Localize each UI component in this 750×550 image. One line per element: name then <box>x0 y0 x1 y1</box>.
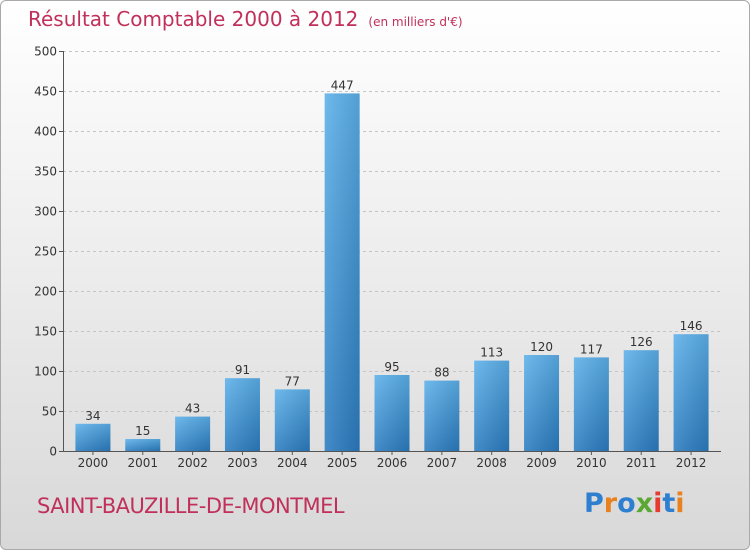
data-label-2012: 146 <box>680 319 703 333</box>
x-tick-label-2008: 2008 <box>476 456 507 470</box>
bar-shade-2000 <box>75 423 111 451</box>
data-label-2003: 91 <box>235 363 250 377</box>
y-tick-label: 300 <box>34 205 57 219</box>
logo-letter: i <box>675 488 685 519</box>
x-tick-label-2011: 2011 <box>626 456 657 470</box>
bar-shade-2012 <box>673 334 709 451</box>
data-labels: 34 2000 15 2001 43 2002 91 2003 77 2004 447 2005 95 2… <box>78 78 707 470</box>
x-tick-label-2000: 2000 <box>78 456 109 470</box>
data-label-2002: 43 <box>185 402 200 416</box>
gridlines <box>63 51 721 412</box>
y-tick-label: 100 <box>34 365 57 379</box>
data-label-2010: 117 <box>580 342 603 356</box>
bar-shade-2011 <box>623 350 659 451</box>
bar-shade-2006 <box>374 375 410 451</box>
y-tick-label: 200 <box>34 285 57 299</box>
x-tick-label-2003: 2003 <box>227 456 258 470</box>
bar-shade-2005 <box>324 93 360 452</box>
chart-title: Résultat Comptable 2000 à 2012 <box>28 7 359 31</box>
proxiti-logo[interactable]: Proxiti <box>584 488 685 519</box>
bar-shade-2009 <box>524 355 560 451</box>
logo-letter: i <box>653 488 663 519</box>
data-label-2001: 15 <box>135 424 150 438</box>
data-label-2000: 34 <box>85 409 100 423</box>
bar-shade-2007 <box>424 380 460 451</box>
x-tick-label-2010: 2010 <box>576 456 607 470</box>
axes: 0 50 100 150 200 250 300 350 400 450 500 <box>34 45 721 459</box>
place-name: SAINT-BAUZILLE-DE-MONTMEL <box>37 494 345 518</box>
y-tick-label: 150 <box>34 325 57 339</box>
x-tick-label-2007: 2007 <box>427 456 458 470</box>
bar-shade-2004 <box>274 389 310 451</box>
x-tick-label-2005: 2005 <box>327 456 358 470</box>
y-tick-label: 50 <box>42 405 57 419</box>
logo-letter: t <box>662 488 676 519</box>
data-label-2009: 120 <box>530 340 553 354</box>
y-tick-label: 350 <box>34 165 57 179</box>
x-tick-label-2012: 2012 <box>676 456 707 470</box>
x-tick-label-2006: 2006 <box>377 456 408 470</box>
data-label-2005: 447 <box>331 78 354 92</box>
chart-title-block: Résultat Comptable 2000 à 2012 (en millie… <box>28 7 463 31</box>
data-label-2011: 126 <box>630 335 653 349</box>
bars <box>75 93 709 452</box>
data-label-2006: 95 <box>384 360 399 374</box>
x-tick-label-2004: 2004 <box>277 456 308 470</box>
chart-subtitle: (en milliers d'€) <box>368 15 463 29</box>
data-label-2007: 88 <box>434 366 449 380</box>
logo-letter: x <box>635 488 654 519</box>
logo-letter: P <box>584 488 604 519</box>
x-tick-label-2001: 2001 <box>127 456 158 470</box>
logo-letter: o <box>617 488 636 519</box>
data-label-2008: 113 <box>480 346 503 360</box>
data-label-2004: 77 <box>285 374 300 388</box>
bar-shade-2008 <box>474 360 510 451</box>
bar-shade-2010 <box>573 357 609 451</box>
y-tick-label: 250 <box>34 245 57 259</box>
bar-shade-2001 <box>125 439 161 451</box>
x-tick-label-2009: 2009 <box>526 456 557 470</box>
y-tick-label: 400 <box>34 125 57 139</box>
y-tick-label: 450 <box>34 85 57 99</box>
logo-letter: r <box>603 488 618 519</box>
bar-shade-2003 <box>224 378 260 451</box>
y-tick-label: 0 <box>49 445 57 459</box>
bar-shade-2002 <box>175 416 211 451</box>
x-tick-label-2002: 2002 <box>177 456 208 470</box>
y-tick-label: 500 <box>34 45 57 59</box>
